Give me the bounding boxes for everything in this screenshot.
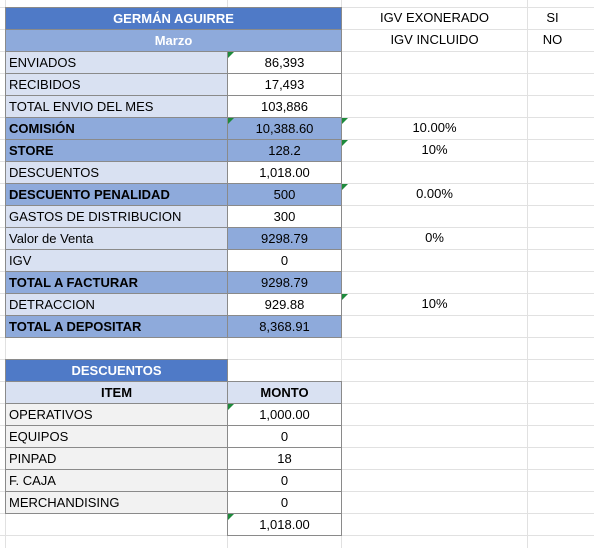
row-value: 1,018.00: [227, 161, 342, 184]
discounts-title: DESCUENTOS: [5, 359, 228, 382]
item-amount: 0: [227, 469, 342, 492]
option-label: IGV EXONERADO: [379, 10, 490, 25]
row-value: 103,886: [227, 95, 342, 118]
row-value: 10,388.60: [227, 117, 342, 140]
item-amount: 18: [227, 447, 342, 470]
row-label: Valor de Venta: [5, 227, 228, 250]
row-label: TOTAL ENVIO DEL MES: [5, 95, 228, 118]
row-value: 0: [227, 249, 342, 272]
row-label: IGV: [5, 249, 228, 272]
error-indicator: [228, 118, 234, 124]
row-label: RECIBIDOS: [5, 73, 228, 96]
error-indicator: [342, 294, 348, 300]
item-amount: 0: [227, 491, 342, 514]
gridline: [527, 0, 528, 548]
row-label: TOTAL A DEPOSITAR: [5, 315, 228, 338]
row-note: 0%: [425, 230, 444, 245]
row-note: 10%: [421, 296, 448, 311]
row-note: 10%: [421, 142, 448, 157]
item-amount: 0: [227, 425, 342, 448]
error-indicator: [342, 140, 348, 146]
header-title: GERMÁN AGUIRRE: [5, 7, 342, 30]
row-value: 9298.79: [227, 227, 342, 250]
error-indicator: [342, 184, 348, 190]
row-value: 929.88: [227, 293, 342, 316]
row-label: ENVIADOS: [5, 51, 228, 74]
error-indicator: [228, 52, 234, 58]
row-label: DESCUENTO PENALIDAD: [5, 183, 228, 206]
item-label: F. CAJA: [5, 469, 228, 492]
option-label: IGV INCLUIDO: [390, 32, 479, 47]
error-indicator: [342, 118, 348, 124]
option-value: NO: [542, 32, 563, 47]
header-month: Marzo: [5, 29, 342, 52]
error-indicator: [228, 514, 234, 520]
item-label: PINPAD: [5, 447, 228, 470]
item-label: MERCHANDISING: [5, 491, 228, 514]
row-note: 0.00%: [416, 186, 453, 201]
option-value: SI: [546, 10, 559, 25]
row-value: 8,368.91: [227, 315, 342, 338]
row-value: 128.2: [227, 139, 342, 162]
row-label: GASTOS DE DISTRIBUCION: [5, 205, 228, 228]
row-value: 17,493: [227, 73, 342, 96]
column-header: ITEM: [5, 381, 228, 404]
item-amount: 1,000.00: [227, 403, 342, 426]
gridline: [0, 359, 594, 360]
row-value: 9298.79: [227, 271, 342, 294]
row-label: COMISIÓN: [5, 117, 228, 140]
error-indicator: [228, 404, 234, 410]
row-value: 86,393: [227, 51, 342, 74]
row-note: 10.00%: [412, 120, 457, 135]
item-label: OPERATIVOS: [5, 403, 228, 426]
row-value: 300: [227, 205, 342, 228]
discounts-total: 1,018.00: [227, 513, 342, 536]
column-header: MONTO: [227, 381, 342, 404]
row-label: DESCUENTOS: [5, 161, 228, 184]
row-label: STORE: [5, 139, 228, 162]
item-label: EQUIPOS: [5, 425, 228, 448]
row-value: 500: [227, 183, 342, 206]
row-label: DETRACCION: [5, 293, 228, 316]
row-label: TOTAL A FACTURAR: [5, 271, 228, 294]
